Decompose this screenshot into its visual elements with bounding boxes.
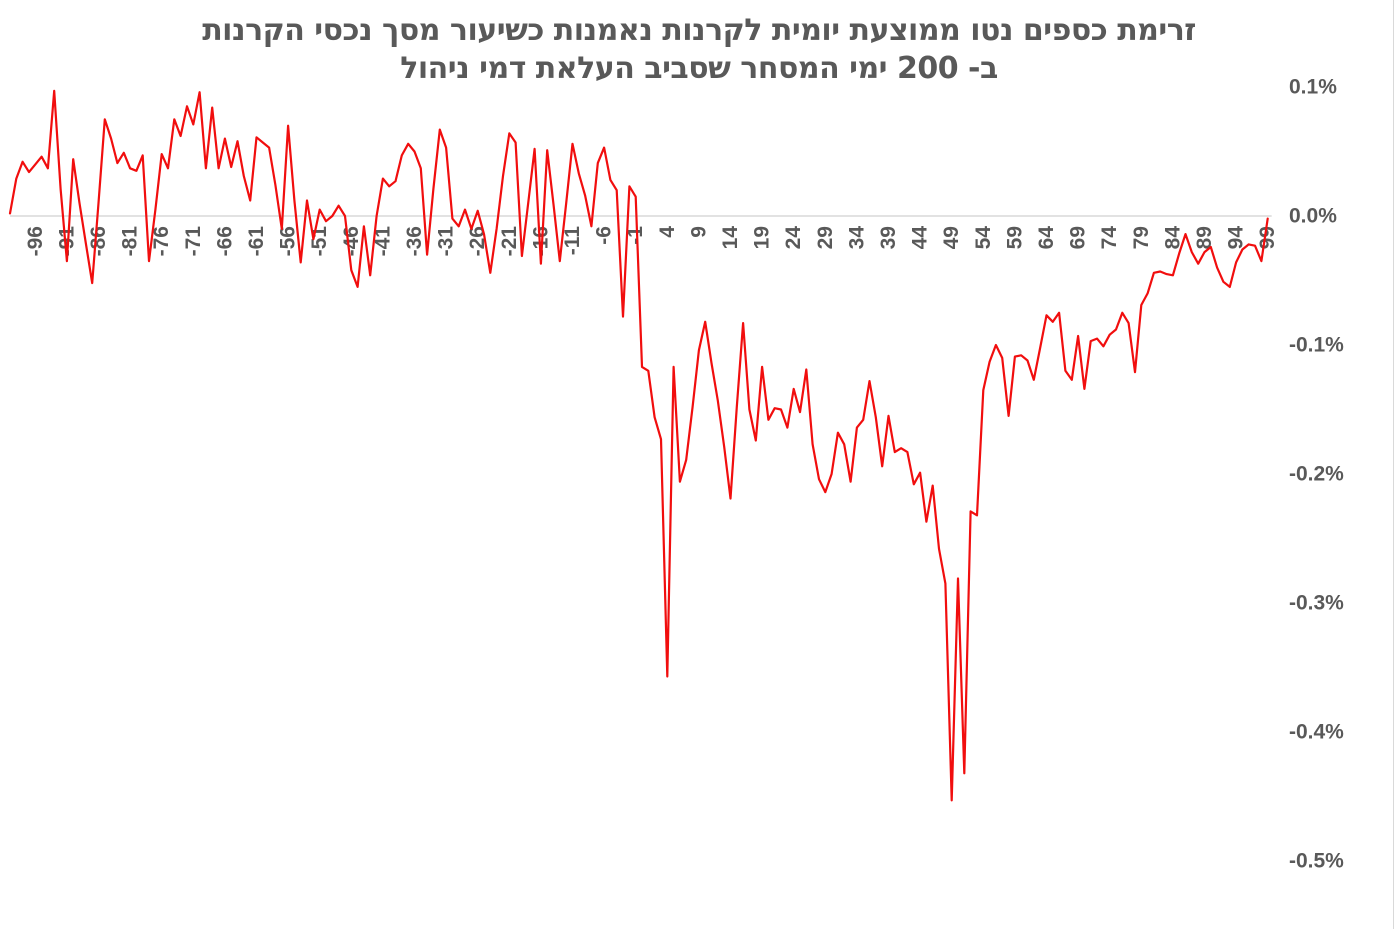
x-axis-tick-label: -71 (182, 226, 205, 257)
y-axis-tick-label: -0.3% (1289, 592, 1344, 615)
x-axis-tick-label: 9 (687, 226, 710, 238)
x-axis-tick-label: -6 (593, 226, 616, 245)
x-axis-tick-label: 89 (1193, 226, 1216, 249)
x-axis-tick-label: 24 (782, 226, 805, 250)
y-axis-tick-label: -0.4% (1289, 721, 1344, 744)
x-axis-tick-label: -56 (277, 226, 300, 256)
x-axis-tick-label: 64 (1035, 226, 1058, 250)
x-axis-tick-label: -91 (55, 226, 78, 257)
x-axis-tick-label: 69 (1067, 226, 1090, 249)
data-series-line (8, 89, 1269, 802)
x-axis-tick-label: -21 (498, 226, 521, 257)
x-axis-tick-label: 19 (751, 226, 774, 249)
chart-title: זרימת כספים נטו ממוצעת יומית לקרנות נאמנ… (0, 12, 1398, 88)
x-axis-tick-label: -16 (529, 226, 552, 256)
x-axis-tick-label: -36 (403, 226, 426, 256)
x-axis-tick-label: 34 (845, 226, 868, 250)
x-axis-tick-label: 44 (909, 226, 932, 250)
x-axis-tick-label: -61 (245, 226, 268, 257)
window-right-border (1393, 0, 1394, 929)
x-axis-tick-label: -46 (340, 226, 363, 256)
x-axis-tick-label: -1 (624, 226, 647, 245)
x-axis-tick-label: -96 (24, 226, 47, 256)
x-axis-tick-label: 94 (1225, 226, 1248, 250)
x-axis-tick-label: 99 (1256, 226, 1279, 249)
chart-title-line1: זרימת כספים נטו ממוצעת יומית לקרנות נאמנ… (202, 13, 1196, 48)
x-axis-tick-label: -31 (435, 226, 458, 257)
y-axis-tick-label: -0.1% (1289, 334, 1344, 357)
x-axis-tick-label: 84 (1161, 226, 1184, 250)
x-axis-tick-label: -81 (119, 226, 142, 257)
x-axis-tick-label: -41 (371, 226, 394, 257)
x-axis-tick-label: -11 (561, 226, 584, 256)
x-axis-tick-label: 59 (1003, 226, 1026, 249)
x-axis-tick-label: 14 (719, 226, 742, 250)
x-axis-tick-label: -76 (150, 226, 173, 256)
x-axis-tick-label: 39 (877, 226, 900, 249)
y-axis-tick-label: 0.1% (1289, 76, 1337, 99)
y-axis-tick-label: -0.2% (1289, 463, 1344, 486)
x-axis-tick-label: -66 (213, 226, 236, 256)
x-axis-tick-label: 74 (1098, 226, 1121, 250)
y-axis-tick-label: -0.5% (1289, 850, 1344, 873)
x-axis-tick-label: 4 (656, 226, 679, 238)
x-axis-tick-label: -86 (87, 226, 110, 256)
x-axis-tick-label: 79 (1130, 226, 1153, 249)
chart-title-line2: ב- 200 ימי המסחר שסביב העלאת דמי ניהול (400, 51, 998, 86)
x-axis-tick-label: 29 (814, 226, 837, 249)
x-axis-tick-label: 54 (972, 226, 995, 250)
y-axis-tick-label: 0.0% (1289, 205, 1337, 228)
x-axis-tick-label: 49 (940, 226, 963, 249)
